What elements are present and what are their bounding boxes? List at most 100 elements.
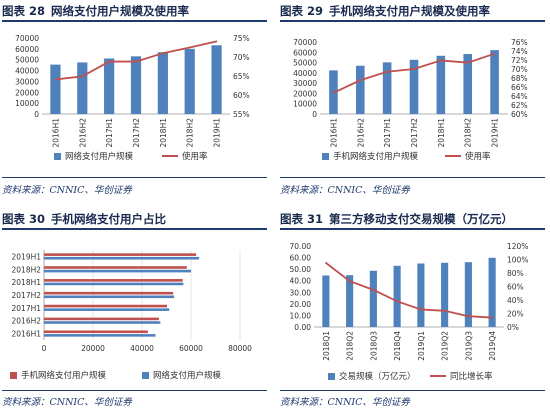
legend-swatch-series-2	[142, 372, 149, 379]
bar	[44, 279, 183, 282]
x-tick-label: 2019H1	[491, 118, 500, 148]
line-point	[348, 280, 351, 282]
line-point	[81, 75, 84, 78]
x-tick-label: 2017H1	[383, 118, 392, 148]
panel-title: 图表 29 手机网络支付用户规模及使用率	[280, 2, 545, 22]
line-point	[467, 315, 470, 317]
line-point	[108, 60, 110, 63]
y-right-tick-label: 72%	[511, 56, 528, 65]
y-tick-label: 2016H2	[12, 317, 42, 326]
bar	[44, 295, 175, 299]
x-tick-label: 2018H1	[437, 118, 446, 148]
x-tick-label: 2018Q2	[346, 331, 355, 361]
legend-label-line: 使用率	[465, 151, 491, 162]
x-tick-label: 2019Q2	[441, 331, 450, 361]
line-point	[215, 40, 218, 43]
line-point	[420, 308, 422, 311]
line-point	[386, 70, 388, 73]
y-tick-label: 2016H1	[12, 330, 42, 339]
x-tick-label: 2018Q3	[369, 331, 378, 361]
x-tick-label: 20000	[81, 344, 105, 353]
bar	[417, 263, 425, 327]
x-tick-label: 2019H1	[213, 118, 222, 148]
y-right-tick-label: 120%	[507, 242, 528, 251]
y-right-tick-label: 74%	[511, 47, 528, 56]
y-right-tick-label: 70%	[233, 53, 250, 62]
panel-fig29: 图表 29 手机网络支付用户规模及使用率 0 10000 20000 30000 4000…	[280, 2, 545, 202]
figure-title: 第三方移动支付交易规模（万亿元）	[329, 212, 514, 226]
x-tick-label: 2018Q4	[393, 331, 402, 361]
y-left-tick-label: 30.00	[290, 288, 312, 297]
y-right-tick-label: 75%	[233, 34, 250, 43]
line-point	[372, 289, 375, 291]
y-left-tick-label: 70000	[293, 38, 317, 47]
y-right-tick-label: 100%	[507, 256, 528, 265]
bottom-rule	[2, 390, 267, 391]
line-point	[162, 52, 164, 54]
y-right-tick-label: 20%	[507, 310, 524, 319]
bar	[44, 317, 159, 321]
bar	[130, 56, 142, 114]
y-right-tick-label: 60%	[233, 91, 250, 100]
title-rule	[2, 228, 267, 230]
panel-fig30: 图表 30 手机网络支付用户占比 0 20000 40000 60000 80000 201…	[2, 210, 267, 415]
bar	[369, 270, 377, 327]
panel-title: 图表 31 第三方移动支付交易规模（万亿元）	[280, 210, 545, 230]
bar	[44, 308, 170, 311]
legend-label-line: 使用率	[182, 151, 208, 162]
title-rule	[280, 20, 545, 22]
y-right-tick-label: 64%	[511, 92, 528, 101]
line-point	[466, 61, 469, 64]
figure-label: 图表 31	[280, 212, 324, 226]
bar	[44, 266, 187, 269]
bar	[463, 54, 473, 114]
panel-title: 图表 28 网络支付用户规模及使用率	[2, 2, 267, 22]
x-tick-label: 2017H1	[105, 118, 114, 148]
panel-fig31: 图表 31 第三方移动支付交易规模（万亿元） 0.00 10.00 20.00 30.0…	[280, 210, 545, 415]
x-tick-label: 80000	[228, 344, 252, 353]
line-point	[396, 300, 398, 303]
y-tick-label: 2017H2	[12, 291, 42, 300]
y-right-tick-label: 68%	[511, 74, 528, 83]
legend-label-series-1: 手机网络支付用户规模	[21, 370, 107, 381]
bar	[104, 58, 115, 114]
y-left-tick-label: 50000	[293, 59, 317, 68]
y-tick-label: 2018H2	[12, 265, 42, 274]
bar	[355, 65, 365, 114]
figure-label: 图表 29	[280, 4, 324, 18]
x-tick-label: 2019Q3	[464, 331, 473, 361]
bar	[44, 253, 197, 256]
bar	[382, 62, 392, 114]
x-tick-label: 2019Q4	[488, 331, 497, 361]
x-tick-label: 2019Q1	[417, 331, 426, 361]
bar	[346, 275, 354, 327]
y-left-tick-label: 60.00	[290, 254, 312, 263]
line-point	[491, 316, 493, 319]
source-note: 资料来源：CNNIC、华创证券	[280, 397, 410, 408]
bar	[44, 291, 174, 295]
y-right-tick-label: 40%	[507, 296, 524, 305]
bar	[441, 262, 449, 327]
bar	[44, 330, 148, 334]
line-point	[443, 310, 446, 312]
x-tick-label: 60000	[179, 344, 203, 353]
y-left-tick-label: 20.00	[290, 300, 312, 309]
legend-swatch-bars	[322, 153, 329, 160]
bar	[211, 45, 222, 114]
bottom-rule	[280, 390, 545, 391]
legend-label-series-2: 网络支付用户规模	[153, 370, 222, 381]
y-right-tick-label: 0%	[507, 323, 519, 332]
x-tick-label: 2017H2	[410, 118, 419, 148]
y-right-tick-label: 80%	[507, 269, 524, 278]
y-left-tick-label: 40000	[15, 67, 39, 76]
x-tick-label: 2018H2	[464, 118, 473, 148]
bar	[44, 304, 167, 308]
x-tick-label: 2017H2	[132, 118, 141, 148]
y-left-tick-label: 70.00	[290, 242, 312, 251]
y-right-tick-label: 70%	[511, 65, 528, 74]
bar	[44, 334, 156, 337]
x-tick-label: 2018H1	[159, 118, 168, 148]
bar	[44, 282, 184, 286]
legend-label-line: 同比增长率	[450, 371, 493, 382]
